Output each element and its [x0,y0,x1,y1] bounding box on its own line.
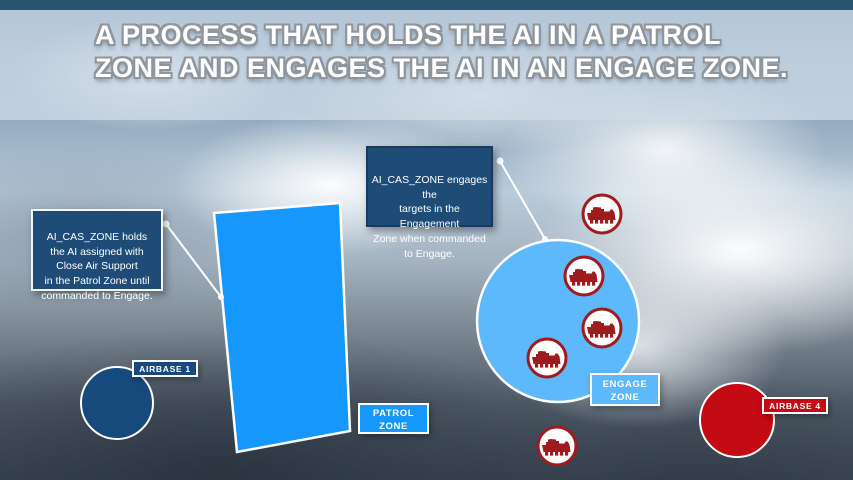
callout-patrol-hold-text: AI_CAS_ZONE holds the AI assigned with C… [41,230,153,302]
connector-patrol-callout [162,220,224,300]
tank-icon [536,425,578,467]
airbase-1-shape [80,366,154,440]
airbase-4-label: AIRBASE 4 [762,397,828,414]
tank-icon [581,307,623,349]
patrol-zone-shape [212,201,352,454]
title-band: A PROCESS THAT HOLDS THE AI IN A PATROL … [0,10,853,120]
airbase-1-label: AIRBASE 1 [132,360,198,377]
engage-zone-label: ENGAGE ZONE [590,373,660,406]
connector-engage-callout [496,157,548,242]
top-accent-strip [0,0,853,10]
airbase-4-shape [699,382,775,458]
tank-icon [581,193,623,235]
callout-engage: AI_CAS_ZONE engages the targets in the E… [366,146,493,260]
patrol-zone-label: PATROL ZONE [358,403,429,434]
callout-patrol-hold: AI_CAS_ZONE holds the AI assigned with C… [31,209,163,302]
callout-engage-text: AI_CAS_ZONE engages the targets in the E… [371,173,488,260]
page-title: A PROCESS THAT HOLDS THE AI IN A PATROL … [95,20,789,83]
tank-icon [526,337,568,379]
tank-icon [563,255,605,297]
